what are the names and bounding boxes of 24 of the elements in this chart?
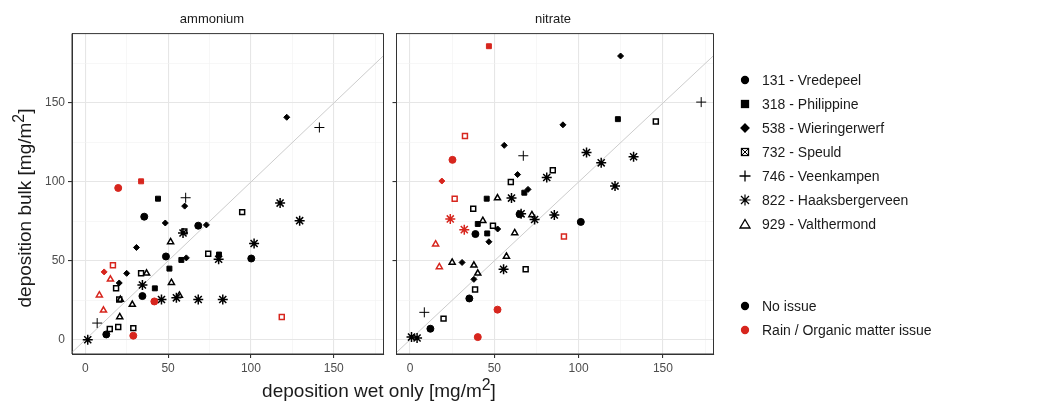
legend-label: 131 - Vredepeel (762, 72, 862, 88)
y-tick-label: 100 (44, 174, 66, 189)
legend-label: 732 - Speuld (762, 144, 842, 160)
x-tick-label: 0 (81, 360, 89, 375)
x-axis-title: deposition wet only [mg/m$^{2}$] (261, 376, 497, 403)
legend-label: 538 - Wieringerwerf (762, 120, 885, 136)
x-tick-label: 0 (406, 360, 414, 375)
chart-title: nitrate (534, 11, 572, 27)
legend-label: 929 - Valthermond (762, 216, 877, 232)
x-tick-label: 150 (652, 360, 674, 375)
legend-label: 822 - Haaksbergerveen (762, 192, 909, 208)
y-tick-label: 0 (58, 332, 66, 347)
chart-title: ammonium (179, 11, 245, 27)
x-tick-label: 50 (161, 360, 176, 375)
x-tick-label: 100 (568, 360, 589, 375)
y-tick-label: 150 (44, 95, 66, 110)
y-tick-label: 50 (51, 253, 66, 268)
legend-label: Rain / Organic matter issue (762, 322, 932, 338)
legend-label: 318 - Philippine (762, 96, 859, 112)
x-tick-label: 100 (240, 360, 262, 375)
x-tick-label: 50 (487, 360, 502, 375)
legend-label: No issue (762, 298, 817, 314)
legend-label: 746 - Veenkampen (762, 168, 880, 184)
x-tick-label: 150 (323, 360, 345, 375)
